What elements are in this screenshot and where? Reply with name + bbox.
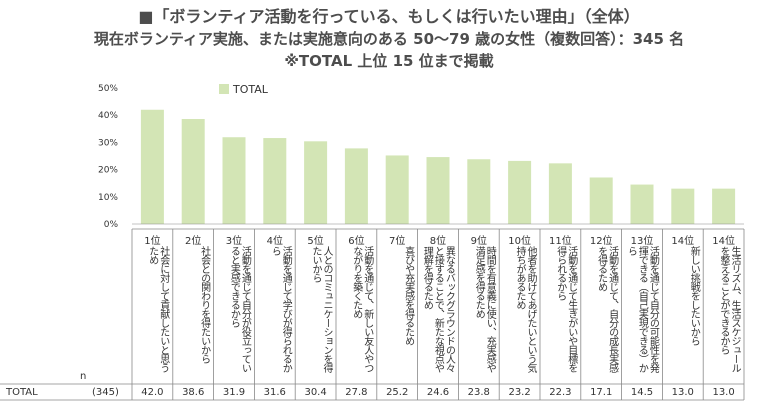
value-label: 13.0 bbox=[712, 387, 735, 398]
y-axis: 0% 10% 20% 30% 40% 50% bbox=[98, 84, 118, 230]
value-label: 25.2 bbox=[386, 387, 409, 398]
bar bbox=[548, 163, 572, 224]
category-label: 活動を通じて、自分の成長実感を得るため bbox=[595, 246, 618, 372]
y-tick-label: 20% bbox=[98, 166, 118, 176]
value-label: 38.6 bbox=[182, 387, 205, 398]
y-tick-label: 30% bbox=[98, 138, 118, 148]
category-label: 喜びや充実感を得るため bbox=[402, 246, 414, 345]
category-label: 活動を通じて、新しい友人やつながりを築くため bbox=[350, 246, 373, 372]
category-label: 時間を有意義に使い、充実感や満足感を得るため bbox=[473, 246, 496, 372]
row-label-total: TOTAL bbox=[6, 387, 38, 398]
y-tick-label: 50% bbox=[98, 84, 118, 94]
bar bbox=[385, 155, 409, 224]
value-label: 24.6 bbox=[426, 387, 450, 398]
legend-label: TOTAL bbox=[232, 83, 269, 96]
bar bbox=[181, 119, 205, 224]
bars bbox=[140, 109, 736, 224]
value-label: 42.0 bbox=[141, 387, 164, 398]
category-label: 社会に対して貢献したいと思うため bbox=[146, 246, 169, 372]
category-label: 活動を通じて生きがいや目標を得られるから bbox=[554, 246, 577, 372]
n-label: n bbox=[80, 371, 87, 382]
bar bbox=[222, 137, 246, 224]
rank-label: 11位 bbox=[549, 236, 572, 247]
value-label: 31.9 bbox=[222, 387, 246, 398]
rank-label: 5位 bbox=[307, 236, 324, 247]
category-label: 生活リズム、生活スケジュールを整えることができるから bbox=[717, 246, 740, 372]
value-label: 27.8 bbox=[345, 387, 368, 398]
bar bbox=[263, 138, 287, 224]
category-label: 社会との関わりを得たいから bbox=[198, 246, 210, 363]
rank-label: 14位 bbox=[671, 236, 695, 247]
legend-swatch bbox=[219, 84, 229, 94]
rank-label: 3位 bbox=[225, 236, 243, 247]
chart-note: ※TOTAL 上位 15 位まで掲載 bbox=[284, 52, 494, 70]
bar bbox=[712, 188, 736, 224]
bar bbox=[508, 160, 532, 224]
rank-label: 6位 bbox=[348, 236, 365, 247]
value-label: 13.0 bbox=[671, 387, 694, 398]
rank-label: 12位 bbox=[589, 236, 613, 247]
y-tick-label: 0% bbox=[104, 220, 119, 230]
n-value: (345) bbox=[92, 387, 119, 398]
category-label: 活動を通じて学びが得られるから bbox=[269, 246, 292, 372]
category-label: 新しい挑戦をしたいから bbox=[688, 246, 700, 345]
bar bbox=[589, 177, 613, 224]
rank-label: 8位 bbox=[429, 236, 447, 247]
y-tick-label: 10% bbox=[98, 193, 118, 203]
value-label: 17.1 bbox=[590, 387, 613, 398]
value-label: 23.2 bbox=[508, 387, 531, 398]
table-grid bbox=[0, 223, 745, 401]
legend: TOTAL bbox=[219, 83, 269, 96]
rank-label: 1位 bbox=[144, 236, 161, 247]
rank-label: 4位 bbox=[266, 236, 283, 247]
bar bbox=[630, 184, 654, 224]
category-label: 異なるバックグラウンドの人々と接することで、新たな視点や理解を得るため bbox=[421, 246, 455, 372]
value-label: 31.6 bbox=[263, 387, 286, 398]
y-tick-label: 40% bbox=[98, 111, 118, 121]
title-block: ■「ボランティア活動を行っている、もしくは行いたい理由」（全体） 現在ボランティ… bbox=[0, 6, 778, 72]
category-label: 他者を助けてあげたいという気持ちがあるため bbox=[513, 246, 536, 372]
value-label: 30.4 bbox=[304, 387, 327, 398]
rank-label: 9位 bbox=[470, 236, 487, 247]
rank-label: 2位 bbox=[185, 236, 202, 247]
rank-label: 7位 bbox=[389, 236, 406, 247]
chart-title: ■「ボランティア活動を行っている、もしくは行いたい理由」（全体） bbox=[138, 7, 640, 26]
chart-subtitle: 現在ボランティア実施、または実施意向のある 50〜79 歳の女性（複数回答）：3… bbox=[93, 30, 685, 48]
value-label: 22.3 bbox=[549, 387, 572, 398]
rank-label: 10位 bbox=[508, 236, 531, 247]
value-label: 14.5 bbox=[630, 387, 654, 398]
category-label: 活動を通じて自分の可能性を発揮できる（自己実現できる）から bbox=[625, 246, 659, 372]
bar bbox=[671, 188, 695, 224]
rank-label: 14位 bbox=[712, 236, 735, 247]
value-label: 23.8 bbox=[467, 387, 490, 398]
bar bbox=[140, 109, 164, 224]
category-label: 人とのコミュニケーションを得たいから bbox=[309, 246, 332, 372]
bar bbox=[467, 159, 491, 224]
bar bbox=[426, 157, 450, 224]
bar bbox=[344, 148, 368, 224]
bar bbox=[304, 141, 328, 224]
category-label: 活動を通じて自分が役立っていると実感できるから bbox=[228, 246, 251, 372]
rank-label: 13位 bbox=[630, 236, 654, 247]
